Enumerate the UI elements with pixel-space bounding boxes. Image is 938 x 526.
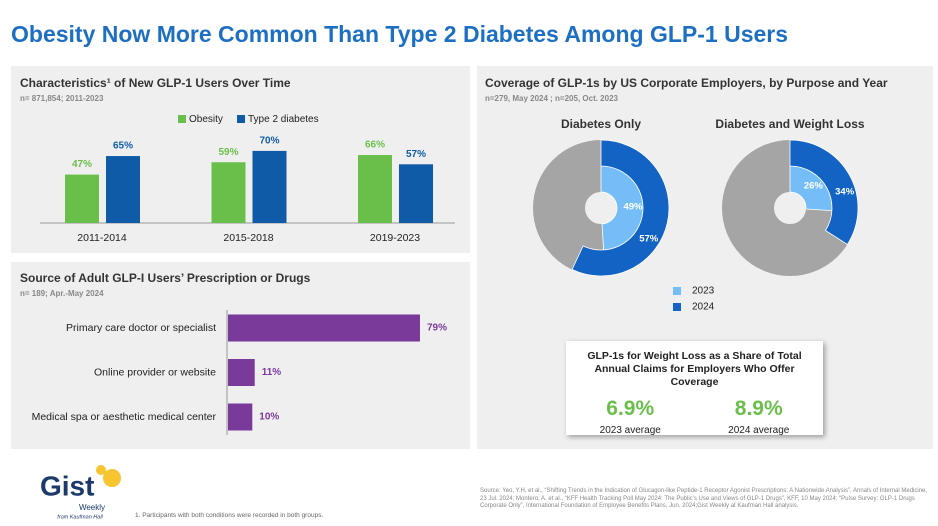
bar (228, 314, 420, 342)
bar (228, 359, 255, 386)
y-tick-label: Medical spa or aesthetic medical center (32, 411, 217, 423)
chart-title: Characteristics¹ of New GLP-1 Users Over… (20, 76, 291, 90)
x-tick-label: 2011-2014 (77, 232, 127, 244)
bar (65, 174, 99, 223)
legend-swatch (178, 115, 186, 123)
data-label: 47% (72, 159, 92, 170)
bar (211, 162, 246, 223)
callout-title: GLP-1s for Weight Loss as a Share of Tot… (587, 350, 802, 388)
data-label: 49% (623, 202, 643, 213)
bar (252, 150, 287, 223)
logo-dot (96, 465, 106, 475)
chart-title: Source of Adult GLP-I Users’ Prescriptio… (20, 271, 311, 285)
stat-label: 2023 average (599, 425, 661, 436)
stats: 6.9% 2023 average 8.9% 2024 average (566, 397, 823, 436)
data-label: 70% (259, 136, 279, 147)
data-label: 11% (262, 367, 282, 378)
legend-label: Type 2 diabetes (248, 114, 319, 125)
chart-title: Coverage of GLP-1s by US Corporate Emplo… (485, 76, 888, 90)
y-tick-label: Primary care doctor or specialist (66, 322, 216, 334)
x-tick-label: 2019-2023 (370, 232, 420, 244)
data-label: 65% (113, 141, 133, 152)
data-label: 34% (835, 186, 855, 197)
data-label: 66% (365, 140, 385, 151)
stat-label: 2024 average (728, 425, 790, 436)
legend-label: Obesity (189, 114, 223, 125)
chart-subtitle: n=279, May 2024 ; n=205, Oct. 2023 (485, 94, 619, 103)
logo-line: from Kaufman Hall (57, 514, 103, 520)
logo-dot (103, 469, 121, 487)
legend-swatch (673, 303, 681, 311)
legend-label: 2023 (692, 286, 715, 297)
data-label: 79% (427, 323, 447, 334)
stat: 6.9% 2023 average (600, 397, 661, 436)
data-label: 10% (259, 412, 279, 423)
donut-slice (571, 139, 670, 277)
source: Source: Yeo, Y.H, et al., “Shifting Tren… (480, 488, 928, 509)
page-title: Obesity Now More Common Than Type 2 Diab… (11, 21, 788, 47)
x-tick-label: 2015-2018 (223, 232, 273, 244)
callout: GLP-1s for Weight Loss as a Share of Tot… (566, 341, 823, 436)
bar (399, 164, 433, 223)
donut-title: Diabetes Only (561, 117, 641, 131)
donut-title: Diabetes and Weight Loss (715, 117, 864, 131)
donut-slice (789, 139, 859, 245)
footnote: 1. Participants with both conditions wer… (135, 512, 324, 519)
bar (106, 156, 140, 223)
legend-label: 2024 (692, 302, 715, 313)
stat-value: 6.9% (606, 397, 655, 420)
bar (228, 403, 253, 431)
bar (358, 155, 392, 223)
chart-subtitle: n= 189; Apr.-May 2024 (20, 289, 104, 298)
logo-line: Weekly (79, 503, 105, 512)
chart-subtitle: n= 871,854; 2011-2023 (20, 94, 104, 103)
logo-name: Gist (40, 470, 94, 501)
legend-swatch (237, 115, 245, 123)
data-label: 26% (804, 181, 824, 192)
data-label: 59% (218, 147, 238, 158)
data-label: 57% (639, 234, 659, 245)
y-tick-label: Online provider or website (94, 366, 216, 378)
stat: 8.9% 2024 average (728, 397, 789, 436)
stat-value: 8.9% (734, 397, 783, 420)
legend-swatch (673, 287, 681, 295)
data-label: 57% (406, 149, 426, 160)
